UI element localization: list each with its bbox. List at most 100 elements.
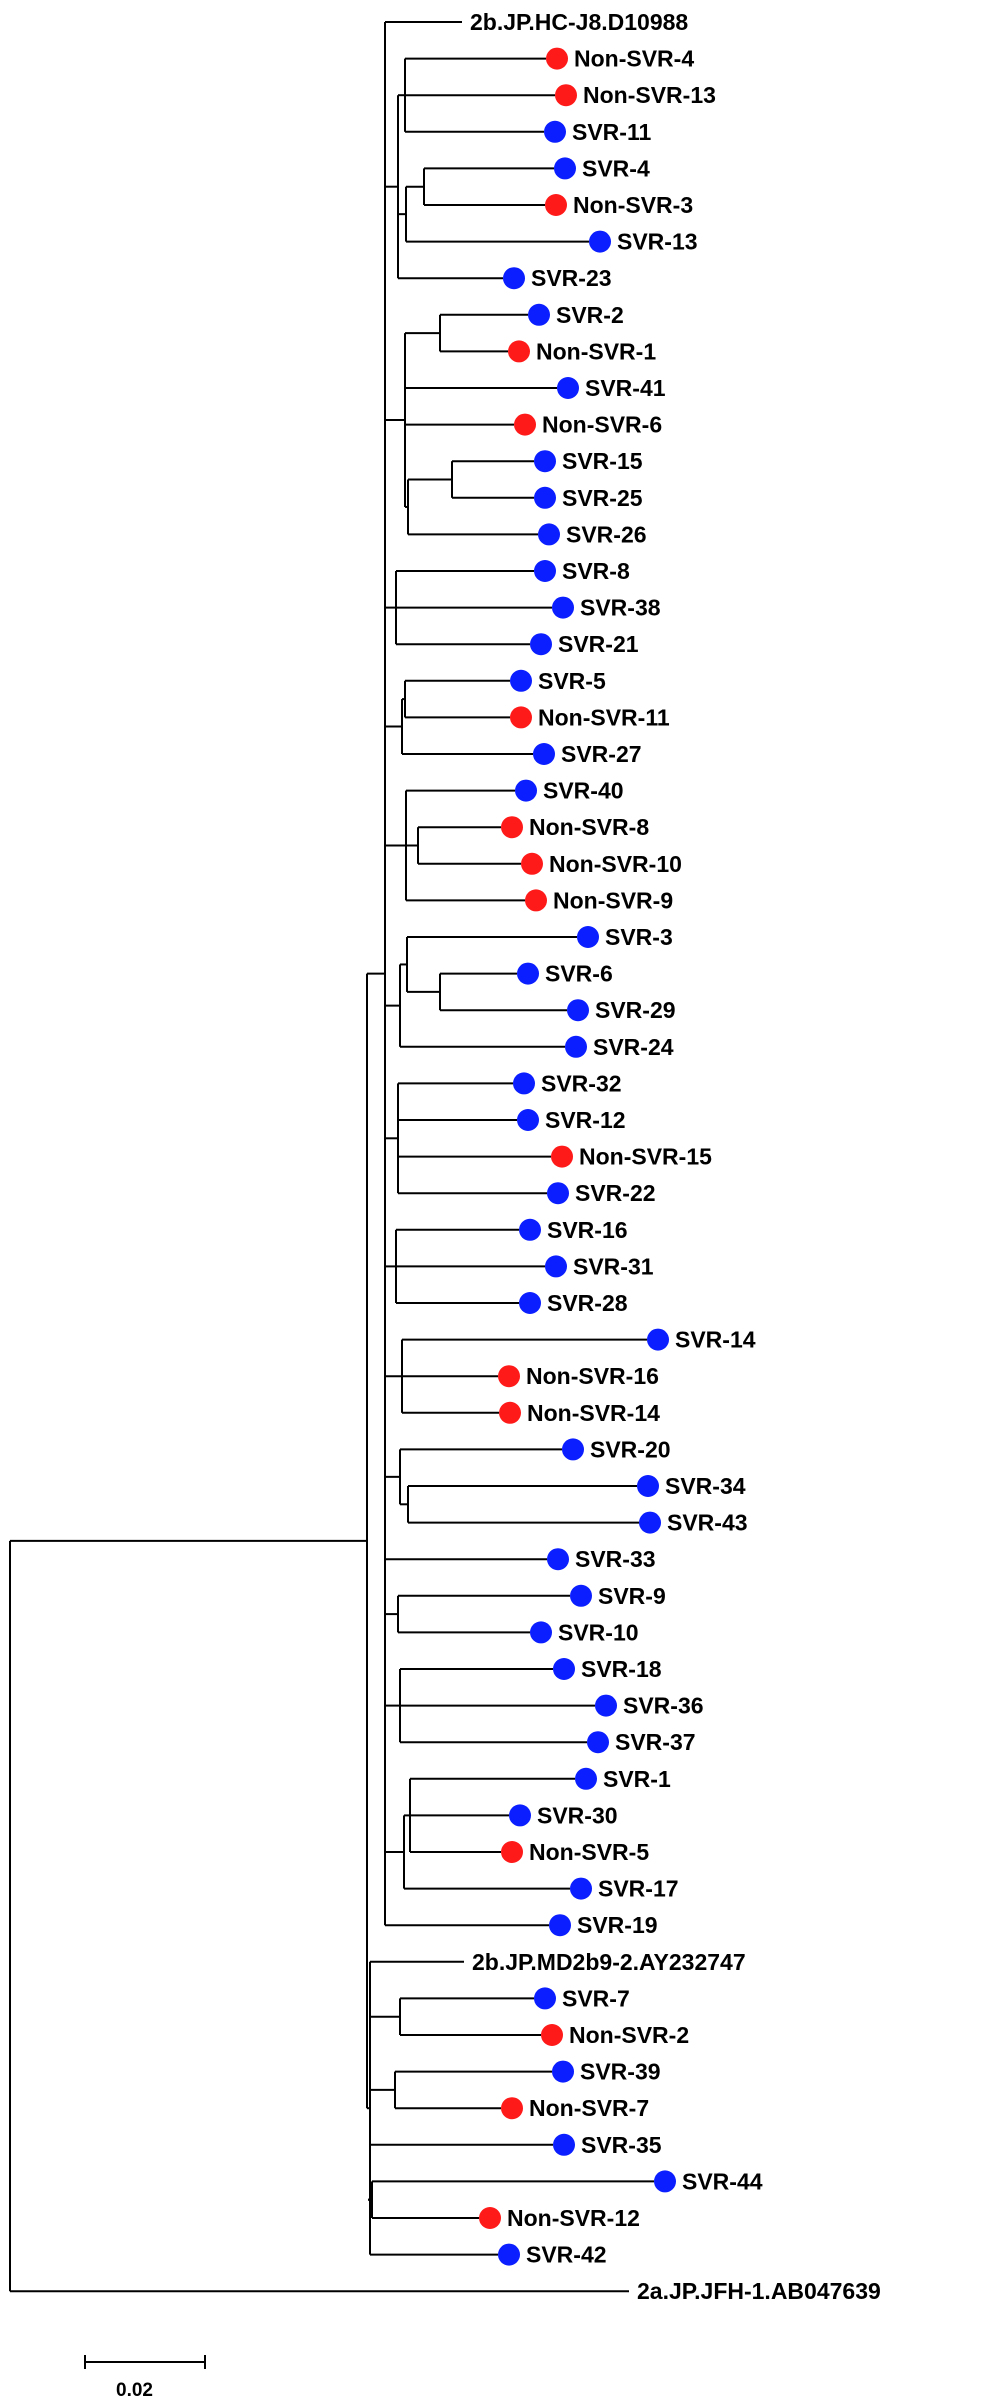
leaf-label: SVR-25 [562,485,643,511]
svr-marker [637,1475,659,1497]
non-svr-marker [521,852,543,875]
scale-bar-label: 0.02 [116,2380,153,2401]
non-svr-marker [499,1401,521,1424]
leaf-label: SVR-12 [545,1107,626,1133]
leaf-labels: 2b.JP.HC-J8.D10988 Non-SVR-4 Non-SVR-13 SVR… [470,9,881,2304]
non-svr-marker [551,1145,573,1168]
leaf-label: 2a.JP.JFH-1.AB047639 [637,2278,881,2304]
leaf-label: 2b.JP.MD2b9-2.AY232747 [472,1949,746,1975]
svr-marker [639,1511,661,1534]
svr-marker [570,1877,592,1900]
leaf-label: SVR-7 [562,1985,630,2011]
leaf-label: SVR-28 [547,1290,628,1316]
leaf-label: Non-SVR-16 [526,1363,659,1389]
svr-marker [534,1987,556,2010]
non-svr-marker [546,47,568,70]
leaf-label: Non-SVR-8 [529,814,649,840]
svr-marker [533,743,555,765]
svr-marker [530,1621,552,1644]
leaf-label: Non-SVR-2 [569,2022,689,2048]
leaf-label: SVR-38 [580,595,661,621]
svr-marker [589,230,611,253]
svr-marker [553,1658,575,1680]
scale-bar: 0.02 [84,2355,206,2401]
leaf-label: SVR-11 [572,119,651,145]
leaf-label: SVR-14 [675,1327,756,1353]
svr-marker [534,560,556,582]
leaf-label: SVR-30 [537,1802,618,1828]
svr-marker [513,1072,535,1095]
leaf-label: SVR-22 [575,1180,656,1206]
leaf-label: SVR-16 [547,1217,628,1243]
leaf-label: SVR-31 [573,1253,654,1279]
leaf-label: Non-SVR-14 [527,1400,660,1426]
svr-marker [547,1182,569,1205]
non-svr-marker [498,1365,520,1388]
leaf-label: SVR-2 [556,302,624,328]
leaf-label: SVR-40 [543,778,624,804]
leaf-label: SVR-8 [562,558,630,584]
leaf-label: SVR-44 [682,2168,763,2194]
leaf-label: SVR-23 [531,265,612,291]
non-svr-marker [555,84,577,107]
leaf-label: SVR-43 [667,1510,748,1536]
leaf-label: Non-SVR-1 [536,338,656,364]
svr-marker [587,1731,609,1754]
leaf-label: Non-SVR-4 [574,46,694,72]
leaf-label: SVR-39 [580,2059,661,2085]
leaf-label: SVR-33 [575,1546,656,1572]
leaf-label: Non-SVR-11 [538,704,670,730]
non-svr-marker [510,706,532,729]
svr-marker [528,303,550,326]
leaf-label: SVR-17 [598,1876,679,1902]
non-svr-marker [514,413,536,436]
leaf-label: SVR-24 [593,1034,674,1060]
svr-marker [575,1767,597,1790]
svr-marker [538,523,560,546]
svr-marker [647,1328,669,1351]
non-svr-marker [501,816,523,839]
svr-marker [557,377,579,399]
svr-marker [530,633,552,656]
non-svr-marker [545,194,567,216]
leaf-label: SVR-41 [585,375,666,401]
leaf-label: Non-SVR-3 [573,192,693,218]
svr-marker [562,1438,584,1461]
svr-marker [552,596,574,619]
leaf-label: Non-SVR-5 [529,1839,649,1865]
svr-marker [547,1548,569,1571]
svr-marker [519,1218,541,1241]
leaf-label: SVR-1 [603,1766,671,1792]
non-svr-marker [541,2024,563,2046]
leaf-label: SVR-27 [561,741,642,767]
svr-marker [553,2133,575,2156]
svr-marker [534,486,556,509]
leaf-label: SVR-13 [617,229,698,255]
svr-marker [552,2060,574,2083]
leaf-label: Non-SVR-15 [579,1144,712,1170]
leaf-label: SVR-15 [562,448,643,474]
leaf-label: Non-SVR-10 [549,851,682,877]
leaf-label: SVR-3 [605,924,673,950]
svr-marker [509,1804,531,1827]
leaf-markers [479,47,676,2266]
svr-marker [517,1109,539,1131]
leaf-label: SVR-6 [545,961,613,987]
leaf-label: SVR-29 [595,997,676,1023]
svr-marker [595,1694,617,1717]
svr-marker [503,267,525,290]
svr-marker [545,1255,567,1278]
leaf-label: SVR-4 [582,155,650,181]
leaf-label: SVR-35 [581,2132,662,2158]
leaf-label: SVR-32 [541,1070,622,1096]
svr-marker [517,962,539,985]
non-svr-marker [479,2207,501,2229]
svr-marker [498,2243,520,2266]
svr-marker [577,926,599,948]
leaf-label: SVR-21 [558,631,639,657]
non-svr-marker [501,2097,523,2120]
svr-marker [654,2170,676,2193]
non-svr-marker [525,889,547,912]
svr-marker [565,1035,587,1058]
